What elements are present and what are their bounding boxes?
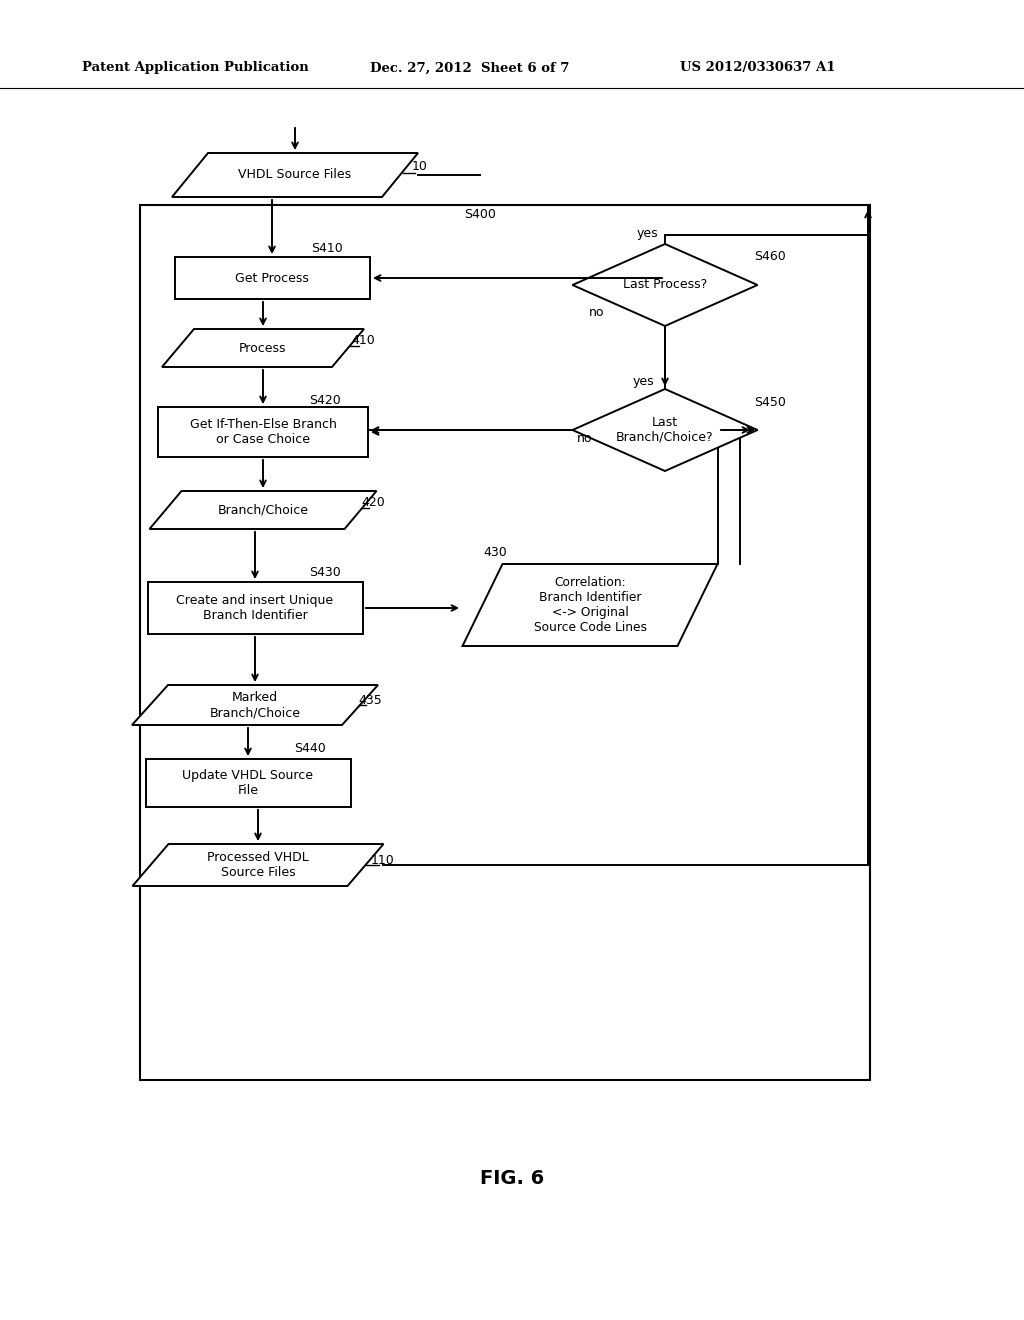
FancyBboxPatch shape [145,759,350,807]
Text: VHDL Source Files: VHDL Source Files [239,169,351,181]
Text: 10: 10 [412,161,428,173]
Text: S460: S460 [754,251,785,264]
Text: Processed VHDL
Source Files: Processed VHDL Source Files [207,851,309,879]
Text: Dec. 27, 2012  Sheet 6 of 7: Dec. 27, 2012 Sheet 6 of 7 [370,62,569,74]
FancyBboxPatch shape [147,582,362,634]
Text: Get If-Then-Else Branch
or Case Choice: Get If-Then-Else Branch or Case Choice [189,418,337,446]
Text: S410: S410 [311,242,343,255]
Text: 430: 430 [483,546,507,560]
FancyBboxPatch shape [140,205,870,1080]
Polygon shape [172,153,418,197]
Text: Get Process: Get Process [236,272,309,285]
Polygon shape [572,244,758,326]
Polygon shape [150,491,377,529]
FancyBboxPatch shape [158,407,368,457]
Text: no: no [578,432,593,445]
FancyBboxPatch shape [174,257,370,300]
Text: FIG. 6: FIG. 6 [480,1168,544,1188]
Text: 410: 410 [351,334,375,346]
Text: S400: S400 [464,209,496,222]
Polygon shape [162,329,364,367]
Text: S440: S440 [294,742,326,755]
Polygon shape [572,389,758,471]
Polygon shape [132,843,384,886]
Text: yes: yes [632,375,653,388]
Polygon shape [463,564,718,645]
Text: Correlation:
Branch Identifier
<-> Original
Source Code Lines: Correlation: Branch Identifier <-> Origi… [534,576,646,634]
Text: 420: 420 [361,495,385,508]
Text: 435: 435 [358,693,382,706]
Text: Branch/Choice: Branch/Choice [217,503,308,516]
Text: 110: 110 [371,854,395,866]
Text: no: no [589,306,605,319]
Polygon shape [132,685,378,725]
Text: S420: S420 [309,393,341,407]
Text: yes: yes [636,227,657,239]
Text: Patent Application Publication: Patent Application Publication [82,62,309,74]
Text: Process: Process [240,342,287,355]
Text: Last
Branch/Choice?: Last Branch/Choice? [616,416,714,444]
Text: US 2012/0330637 A1: US 2012/0330637 A1 [680,62,836,74]
Text: S450: S450 [754,396,786,408]
Text: S430: S430 [309,565,341,578]
Text: Last Process?: Last Process? [623,279,708,292]
Text: Update VHDL Source
File: Update VHDL Source File [182,770,313,797]
Text: Create and insert Unique
Branch Identifier: Create and insert Unique Branch Identifi… [176,594,334,622]
Text: Marked
Branch/Choice: Marked Branch/Choice [210,690,300,719]
